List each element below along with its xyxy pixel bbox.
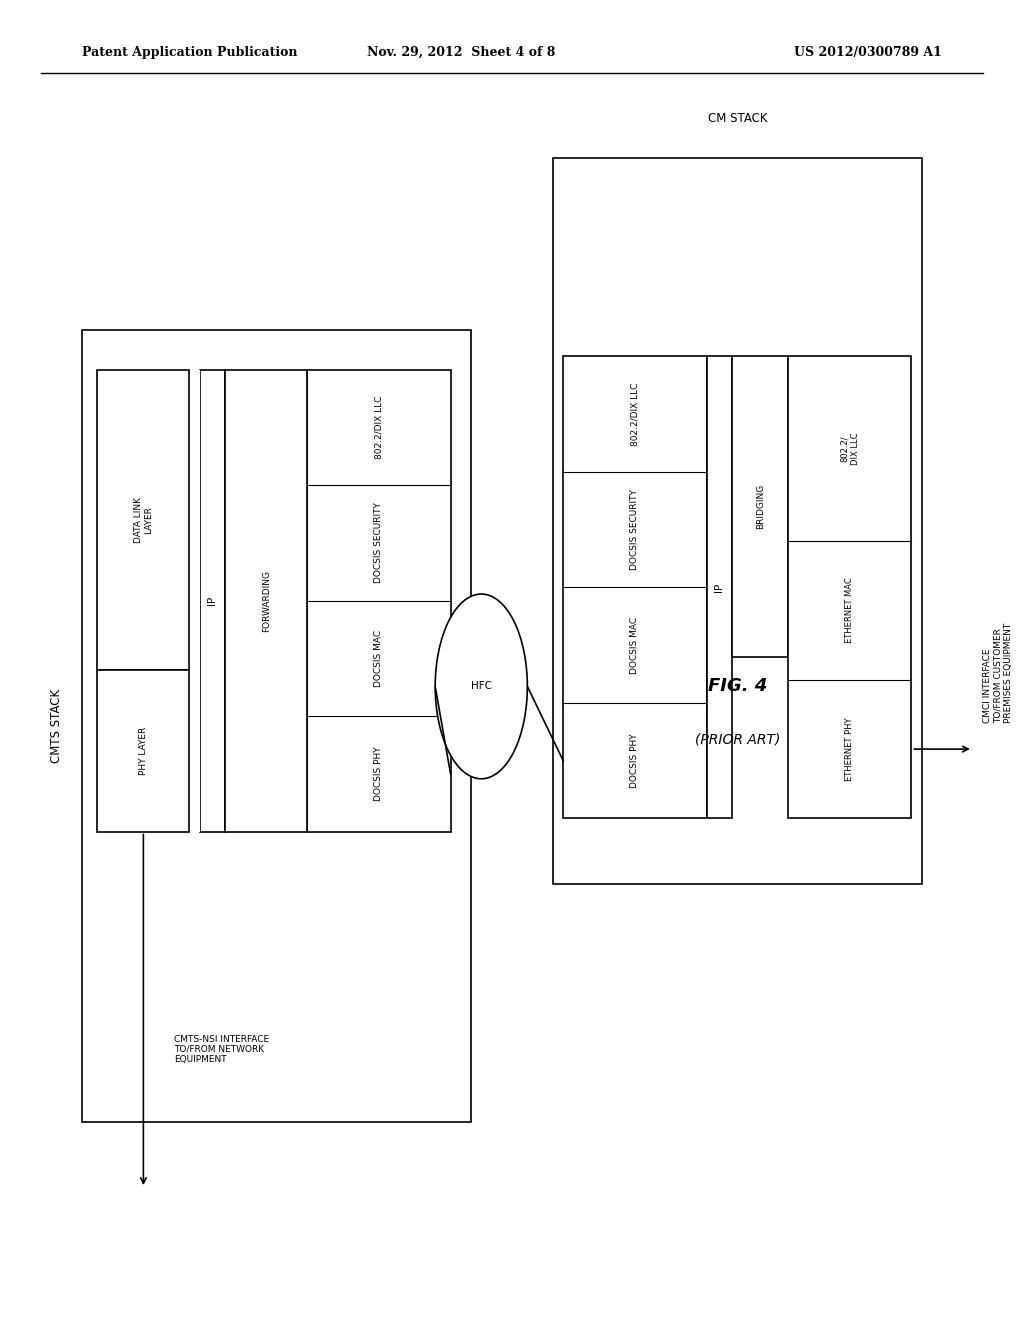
Ellipse shape	[435, 594, 527, 779]
FancyBboxPatch shape	[307, 370, 451, 832]
Text: 802.2/DIX LLC: 802.2/DIX LLC	[375, 396, 383, 459]
Text: FIG. 4: FIG. 4	[708, 677, 767, 696]
Text: BRIDGING: BRIDGING	[756, 484, 765, 529]
Text: DOCSIS MAC: DOCSIS MAC	[631, 616, 639, 673]
FancyBboxPatch shape	[707, 356, 732, 818]
Text: DOCSIS SECURITY: DOCSIS SECURITY	[375, 503, 383, 583]
Text: FORWARDING: FORWARDING	[262, 570, 270, 631]
Text: CMCI INTERFACE
TO/FROM CUSTOMER
PREMISES EQUIPMENT: CMCI INTERFACE TO/FROM CUSTOMER PREMISES…	[983, 623, 1013, 722]
Text: IP: IP	[208, 595, 217, 606]
FancyBboxPatch shape	[225, 370, 307, 832]
Text: Nov. 29, 2012  Sheet 4 of 8: Nov. 29, 2012 Sheet 4 of 8	[367, 46, 555, 59]
FancyBboxPatch shape	[553, 158, 922, 884]
Text: HFC: HFC	[471, 681, 492, 692]
FancyBboxPatch shape	[97, 671, 189, 832]
Text: DOCSIS MAC: DOCSIS MAC	[375, 630, 383, 686]
Text: CM STACK: CM STACK	[708, 112, 767, 125]
Text: ETHERNET MAC: ETHERNET MAC	[846, 578, 854, 643]
Text: US 2012/0300789 A1: US 2012/0300789 A1	[795, 46, 942, 59]
FancyBboxPatch shape	[563, 356, 707, 818]
Text: DATA LINK
LAYER: DATA LINK LAYER	[134, 496, 153, 543]
Text: 802.2/DIX LLC: 802.2/DIX LLC	[631, 383, 639, 446]
Text: Patent Application Publication: Patent Application Publication	[82, 46, 297, 59]
Text: DOCSIS SECURITY: DOCSIS SECURITY	[631, 490, 639, 570]
Text: DOCSIS PHY: DOCSIS PHY	[631, 734, 639, 788]
Text: (PRIOR ART): (PRIOR ART)	[694, 733, 780, 746]
Text: ETHERNET PHY: ETHERNET PHY	[846, 717, 854, 781]
Text: PHY LAYER: PHY LAYER	[139, 726, 147, 775]
FancyBboxPatch shape	[97, 370, 189, 671]
FancyBboxPatch shape	[200, 370, 225, 832]
FancyBboxPatch shape	[732, 356, 788, 657]
Text: DOCSIS PHY: DOCSIS PHY	[375, 747, 383, 801]
Text: CMTS-NSI INTERFACE
TO/FROM NETWORK
EQUIPMENT: CMTS-NSI INTERFACE TO/FROM NETWORK EQUIP…	[174, 1035, 269, 1064]
FancyBboxPatch shape	[82, 330, 471, 1122]
FancyBboxPatch shape	[788, 356, 911, 818]
FancyBboxPatch shape	[97, 370, 200, 832]
Text: IP: IP	[715, 582, 724, 593]
Text: CMTS STACK: CMTS STACK	[50, 689, 62, 763]
Text: 802.2/
DIX LLC: 802.2/ DIX LLC	[841, 433, 859, 465]
